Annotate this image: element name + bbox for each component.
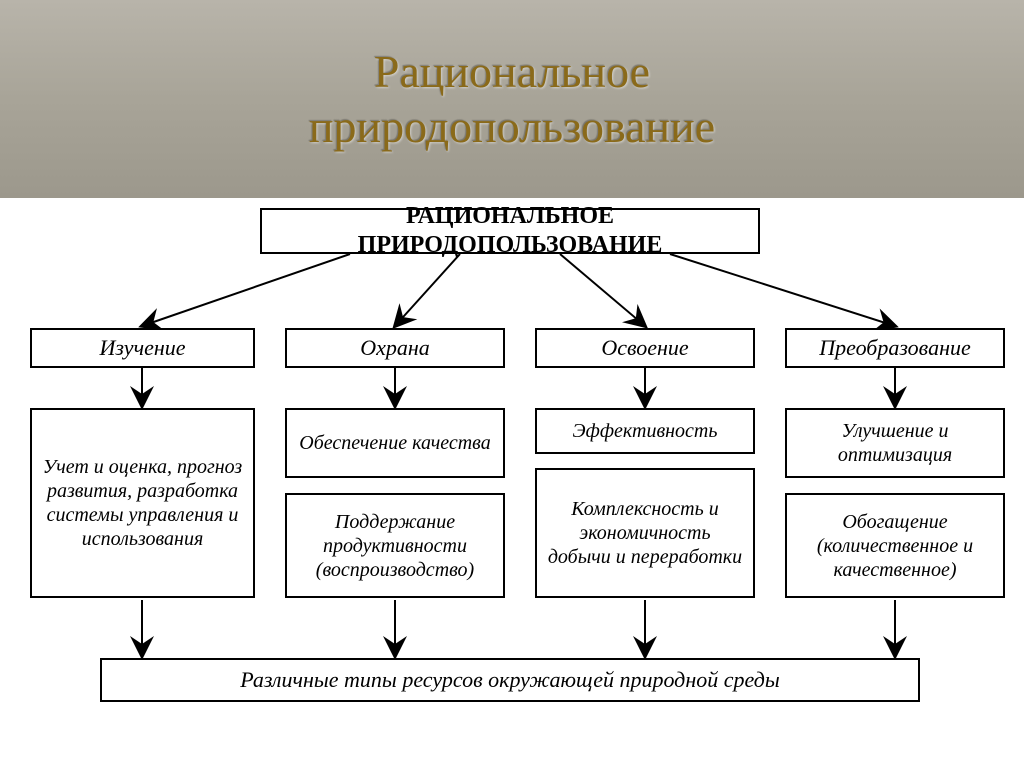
slide-title: Рациональное природопользование [309, 44, 715, 154]
category-label: Изучение [99, 335, 185, 361]
detail-text: Поддержание продуктивности (воспроизводс… [297, 510, 493, 582]
top-box: РАЦИОНАЛЬНОЕ ПРИРОДОПОЛЬЗОВАНИЕ [260, 208, 760, 254]
title-line-2: природопользование [309, 101, 715, 152]
top-box-label: РАЦИОНАЛЬНОЕ ПРИРОДОПОЛЬЗОВАНИЕ [272, 202, 748, 260]
category-label: Охрана [360, 335, 430, 361]
detail-box-3-1: Обогащение (количественное и качественно… [785, 493, 1005, 598]
detail-text: Улучшение и оптимизация [797, 419, 993, 467]
detail-box-0-0: Учет и оценка, прогноз развития, разрабо… [30, 408, 255, 598]
title-line-1: Рациональное [374, 46, 650, 97]
detail-text: Обогащение (количественное и качественно… [797, 510, 993, 582]
flowchart: РАЦИОНАЛЬНОЕ ПРИРОДОПОЛЬЗОВАНИЕ Изучение… [0, 198, 1024, 218]
detail-text: Учет и оценка, прогноз развития, разрабо… [42, 455, 243, 551]
detail-box-2-0: Эффективность [535, 408, 755, 454]
bottom-box-label: Различные типы ресурсов окружающей приро… [240, 667, 780, 693]
category-label: Освоение [601, 335, 688, 361]
detail-text: Комплексность и экономичность добычи и п… [547, 497, 743, 569]
bottom-box: Различные типы ресурсов окружающей приро… [100, 658, 920, 702]
category-box-0: Изучение [30, 328, 255, 368]
category-box-3: Преобразование [785, 328, 1005, 368]
category-box-1: Охрана [285, 328, 505, 368]
detail-box-1-1: Поддержание продуктивности (воспроизводс… [285, 493, 505, 598]
slide-header: Рациональное природопользование [0, 0, 1024, 198]
category-label: Преобразование [819, 335, 971, 361]
category-box-2: Освоение [535, 328, 755, 368]
detail-box-1-0: Обеспечение качества [285, 408, 505, 478]
detail-box-3-0: Улучшение и оптимизация [785, 408, 1005, 478]
detail-text: Обеспечение качества [299, 431, 490, 455]
detail-box-2-1: Комплексность и экономичность добычи и п… [535, 468, 755, 598]
detail-text: Эффективность [573, 419, 718, 443]
